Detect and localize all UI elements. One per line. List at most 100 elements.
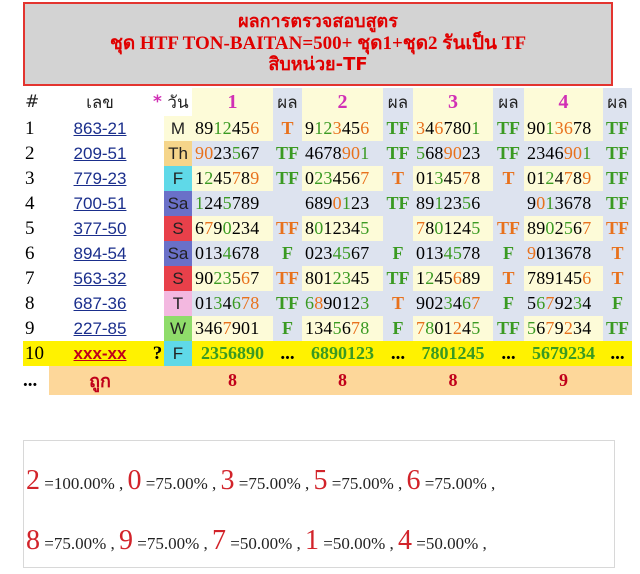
row-number-link[interactable]: 227-85 xyxy=(49,316,151,341)
table-row: 8 687-36 T 0134678 TF 6890123 T 9023467 F 5679234… xyxy=(23,291,632,316)
digit-percentage: =75.00% xyxy=(145,474,208,493)
set3-result: F xyxy=(493,291,524,316)
col-header-star: * xyxy=(151,88,164,116)
set2-hit-spacer xyxy=(383,366,413,395)
col-header-result3: ผล xyxy=(493,88,524,116)
set3-hit-count: 8 xyxy=(413,366,493,395)
row-star xyxy=(151,216,164,241)
set3-digits: 0134578 xyxy=(413,166,493,191)
digit-value: 4 xyxy=(398,525,412,556)
col-header-result2: ผล xyxy=(383,88,413,116)
set1-result: TF xyxy=(273,291,302,316)
row-number-link[interactable]: 377-50 xyxy=(49,216,151,241)
row-day-badge: W xyxy=(164,316,192,341)
set2-result: TF xyxy=(383,266,413,291)
digit-value: 8 xyxy=(26,525,40,556)
col-header-result1: ผล xyxy=(273,88,302,116)
digit-value: 5 xyxy=(313,465,328,496)
set3-result: F xyxy=(493,241,524,266)
table-row: 9 227-85 W 3467901 F 1345678 F 7801245 TF 5679234… xyxy=(23,316,632,341)
row-number-link[interactable]: 687-36 xyxy=(49,291,151,316)
row-index: 10 xyxy=(23,341,49,366)
digit-value: 0 xyxy=(127,465,142,496)
row-number-link[interactable]: 700-51 xyxy=(49,191,151,216)
set4-result: TF xyxy=(603,191,632,216)
set4-result: F xyxy=(603,291,632,316)
separator: , xyxy=(106,534,119,553)
set4-hit-spacer xyxy=(603,366,632,395)
row-star xyxy=(151,266,164,291)
set3-digits: 1245689 xyxy=(413,266,493,291)
row-index: 2 xyxy=(23,141,49,166)
set2-digits: 9123456 xyxy=(302,116,383,141)
totals-label: ถูก xyxy=(49,366,151,395)
set3-digits: 7801245 xyxy=(413,316,493,341)
set3-digits: 9023467 xyxy=(413,291,493,316)
separator: , xyxy=(207,474,221,493)
row-number-link[interactable]: 894-54 xyxy=(49,241,151,266)
row-day-badge: M xyxy=(164,116,192,141)
set2-result: T xyxy=(383,166,413,191)
digit-percentage: =75.00% xyxy=(44,534,107,553)
row-star xyxy=(151,116,164,141)
set1-result: TF xyxy=(273,141,302,166)
row-index: 5 xyxy=(23,216,49,241)
row-day-badge: F xyxy=(164,341,192,366)
set4-result: ... xyxy=(603,341,632,366)
set3-result: TF xyxy=(493,216,524,241)
totals-star xyxy=(151,366,164,395)
separator: , xyxy=(486,474,496,493)
set4-result: T xyxy=(603,266,632,291)
set1-result: T xyxy=(273,116,302,141)
row-star xyxy=(151,141,164,166)
table-row: 3 779-23 F 1245789 TF 0234567 T 0134578 T 0124789… xyxy=(23,166,632,191)
set4-result: TF xyxy=(603,141,632,166)
row-number-link[interactable]: 209-51 xyxy=(49,141,151,166)
row-number-link[interactable]: xxx-xx xyxy=(49,341,151,366)
table-row: 6 894-54 Sa 0134678 F 0234567 F 0134578 F 9013678… xyxy=(23,241,632,266)
set4-hit-count: 9 xyxy=(524,366,603,395)
digit-percentage: =50.00% xyxy=(416,534,479,553)
set2-result: F xyxy=(383,316,413,341)
set4-result: TF xyxy=(603,166,632,191)
digit-percentage: =100.00% xyxy=(44,474,115,493)
row-index: 9 xyxy=(23,316,49,341)
set1-digits: 0134678 xyxy=(192,241,273,266)
totals-row: ... ถูก 8 8 8 9 xyxy=(23,366,632,395)
set1-result xyxy=(273,191,302,216)
set1-digits: 3467901 xyxy=(192,316,273,341)
row-number-link[interactable]: 779-23 xyxy=(49,166,151,191)
row-number-link[interactable]: 563-32 xyxy=(49,266,151,291)
set2-result xyxy=(383,216,413,241)
row-day-badge: T xyxy=(164,291,192,316)
set3-result: TF xyxy=(493,116,524,141)
row-star xyxy=(151,316,164,341)
row-index: 6 xyxy=(23,241,49,266)
table-header-row: # เลข * วัน 1 ผล 2 ผล 3 ผล 4 ผล xyxy=(23,88,632,116)
set2-digits: 6890123 xyxy=(302,341,383,366)
percentage-summary: 2 =100.00% , 0 =75.00% , 3 =75.00% , 5 =… xyxy=(23,440,615,568)
set4-digits: 7891456 xyxy=(524,266,603,291)
digit-percentage: =75.00% xyxy=(137,534,200,553)
separator: , xyxy=(393,474,407,493)
separator: , xyxy=(478,534,487,553)
set4-digits: 8902567 xyxy=(524,216,603,241)
table-row: 2 209-51 Th 9023567 TF 4678901 TF 5689023 TF 2346… xyxy=(23,141,632,166)
set1-digits: 9023567 xyxy=(192,266,273,291)
col-header-index: # xyxy=(23,88,49,116)
set2-digits: 4678901 xyxy=(302,141,383,166)
summary-line-1: 2 =100.00% , 0 =75.00% , 3 =75.00% , 5 =… xyxy=(26,465,495,497)
row-number-link[interactable]: 863-21 xyxy=(49,116,151,141)
set1-result: F xyxy=(273,316,302,341)
set2-digits: 6890123 xyxy=(302,191,383,216)
set4-digits: 5679234 xyxy=(524,291,603,316)
set4-digits: 2346901 xyxy=(524,141,603,166)
set1-digits: 8912456 xyxy=(192,116,273,141)
set3-digits: 0134578 xyxy=(413,241,493,266)
set1-digits: 6790234 xyxy=(192,216,273,241)
pending-row: 10 xxx-xx? F 2356890... 6890123... 7801245...… xyxy=(23,341,632,366)
set4-result: T xyxy=(603,241,632,266)
col-header-set4: 4 xyxy=(524,88,603,116)
col-header-result4: ผล xyxy=(603,88,632,116)
set3-digits: 8912356 xyxy=(413,191,493,216)
